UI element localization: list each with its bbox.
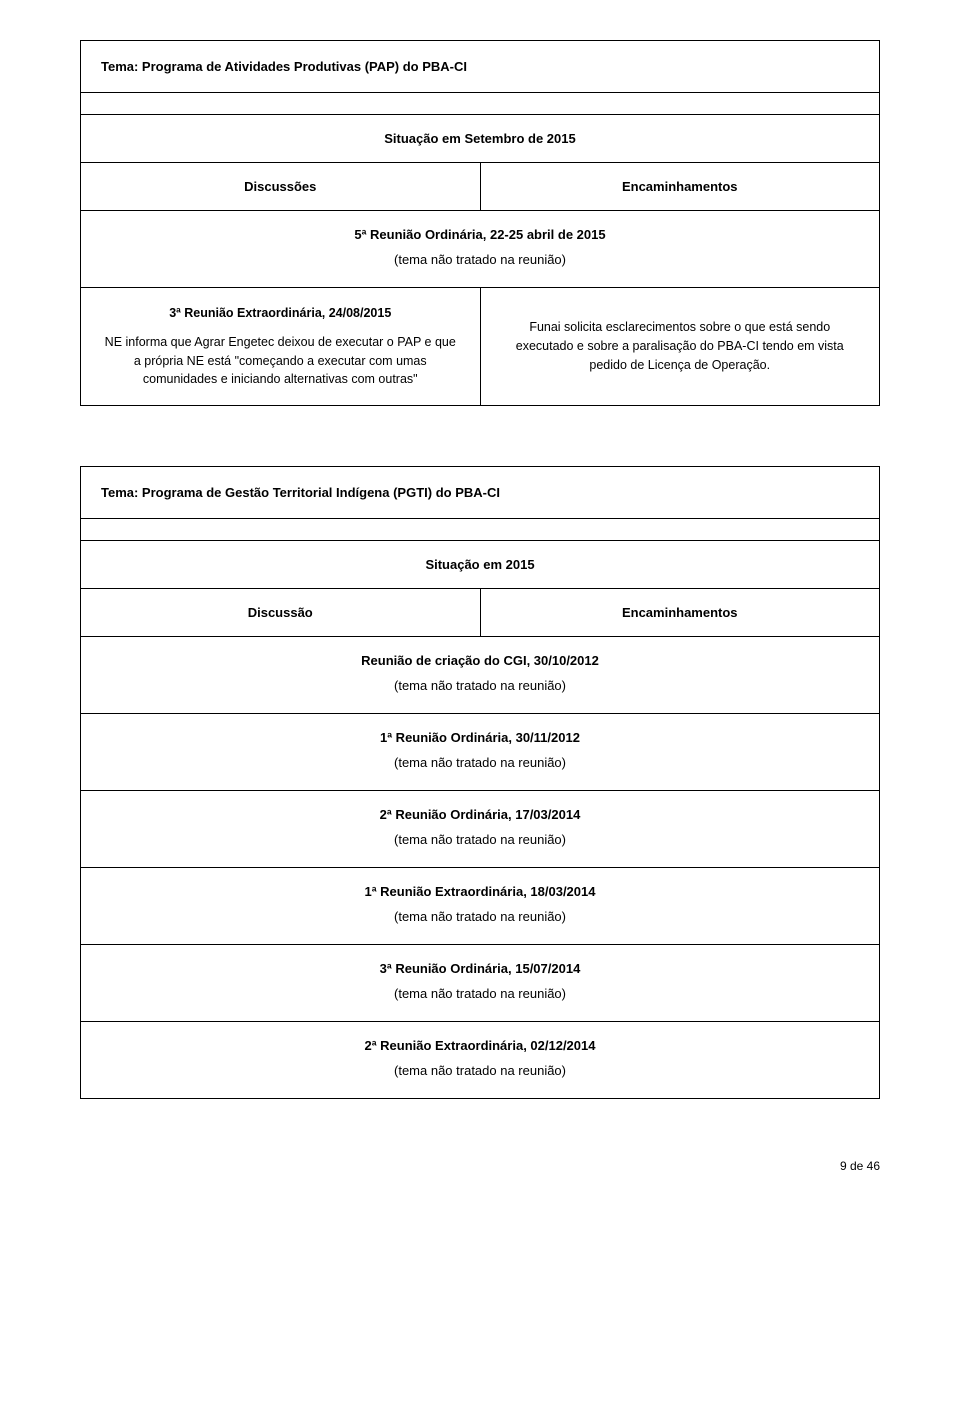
section-pap: Tema: Programa de Atividades Produtivas … bbox=[80, 40, 880, 406]
section1-row2-right: Funai solicita esclarecimentos sobre o q… bbox=[481, 288, 880, 405]
meeting-sub: (tema não tratado na reunião) bbox=[101, 755, 859, 770]
meeting-title: Reunião de criação do CGI, 30/10/2012 bbox=[101, 653, 859, 668]
section2-row0: Reunião de criação do CGI, 30/10/2012 (t… bbox=[81, 637, 879, 714]
section1-row1-sub: (tema não tratado na reunião) bbox=[101, 252, 859, 267]
section1-row2: 3ª Reunião Extraordinária, 24/08/2015 NE… bbox=[81, 288, 879, 405]
spacer bbox=[81, 93, 879, 115]
meeting-title: 1ª Reunião Extraordinária, 18/03/2014 bbox=[101, 884, 859, 899]
section2-col1: Discussão bbox=[81, 589, 481, 636]
meeting-title: 2ª Reunião Extraordinária, 02/12/2014 bbox=[101, 1038, 859, 1053]
section2-row5: 2ª Reunião Extraordinária, 02/12/2014 (t… bbox=[81, 1022, 879, 1098]
section-pgti: Tema: Programa de Gestão Territorial Ind… bbox=[80, 466, 880, 1099]
meeting-title: 3ª Reunião Ordinária, 15/07/2014 bbox=[101, 961, 859, 976]
section1-row1: 5ª Reunião Ordinária, 22-25 abril de 201… bbox=[81, 211, 879, 288]
section2-row4: 3ª Reunião Ordinária, 15/07/2014 (tema n… bbox=[81, 945, 879, 1022]
section1-row2-left-body: NE informa que Agrar Engetec deixou de e… bbox=[101, 333, 460, 389]
meeting-sub: (tema não tratado na reunião) bbox=[101, 678, 859, 693]
section1-row1-title: 5ª Reunião Ordinária, 22-25 abril de 201… bbox=[101, 227, 859, 242]
section1-col2: Encaminhamentos bbox=[481, 163, 880, 210]
section2-title: Tema: Programa de Gestão Territorial Ind… bbox=[81, 467, 879, 519]
section1-subtitle: Situação em Setembro de 2015 bbox=[81, 115, 879, 163]
section1-row2-left: 3ª Reunião Extraordinária, 24/08/2015 NE… bbox=[81, 288, 481, 405]
section2-row3: 1ª Reunião Extraordinária, 18/03/2014 (t… bbox=[81, 868, 879, 945]
page-number: 9 de 46 bbox=[80, 1159, 880, 1173]
section2-header-row: Discussão Encaminhamentos bbox=[81, 589, 879, 637]
section-gap bbox=[80, 426, 880, 466]
section2-col2: Encaminhamentos bbox=[481, 589, 880, 636]
section1-title: Tema: Programa de Atividades Produtivas … bbox=[81, 41, 879, 93]
section1-header-row: Discussões Encaminhamentos bbox=[81, 163, 879, 211]
spacer bbox=[81, 519, 879, 541]
section2-row2: 2ª Reunião Ordinária, 17/03/2014 (tema n… bbox=[81, 791, 879, 868]
meeting-sub: (tema não tratado na reunião) bbox=[101, 1063, 859, 1078]
meeting-sub: (tema não tratado na reunião) bbox=[101, 986, 859, 1001]
meeting-title: 1ª Reunião Ordinária, 30/11/2012 bbox=[101, 730, 859, 745]
meeting-title: 2ª Reunião Ordinária, 17/03/2014 bbox=[101, 807, 859, 822]
section1-row2-right-text: Funai solicita esclarecimentos sobre o q… bbox=[501, 318, 860, 374]
section2-row1: 1ª Reunião Ordinária, 30/11/2012 (tema n… bbox=[81, 714, 879, 791]
meeting-sub: (tema não tratado na reunião) bbox=[101, 909, 859, 924]
section1-row2-left-title: 3ª Reunião Extraordinária, 24/08/2015 bbox=[101, 304, 460, 323]
section2-subtitle: Situação em 2015 bbox=[81, 541, 879, 589]
section1-col1: Discussões bbox=[81, 163, 481, 210]
meeting-sub: (tema não tratado na reunião) bbox=[101, 832, 859, 847]
